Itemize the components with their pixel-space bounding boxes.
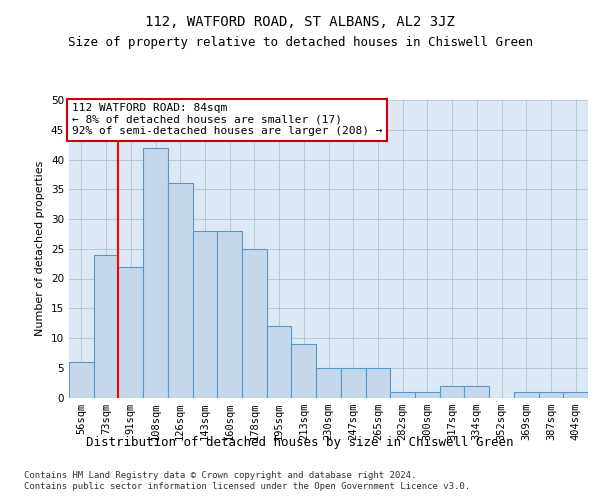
Bar bbox=[292, 344, 316, 398]
Bar bbox=[267, 326, 292, 398]
Bar bbox=[118, 266, 143, 398]
Bar bbox=[316, 368, 341, 398]
Bar bbox=[341, 368, 365, 398]
Bar bbox=[242, 249, 267, 398]
Bar bbox=[514, 392, 539, 398]
Bar bbox=[415, 392, 440, 398]
Bar bbox=[365, 368, 390, 398]
Bar bbox=[69, 362, 94, 398]
Bar bbox=[217, 231, 242, 398]
Bar bbox=[193, 231, 217, 398]
Bar bbox=[563, 392, 588, 398]
Text: Contains HM Land Registry data © Crown copyright and database right 2024.
Contai: Contains HM Land Registry data © Crown c… bbox=[24, 472, 470, 490]
Bar bbox=[168, 184, 193, 398]
Bar bbox=[539, 392, 563, 398]
Text: Distribution of detached houses by size in Chiswell Green: Distribution of detached houses by size … bbox=[86, 436, 514, 449]
Bar bbox=[143, 148, 168, 398]
Text: 112, WATFORD ROAD, ST ALBANS, AL2 3JZ: 112, WATFORD ROAD, ST ALBANS, AL2 3JZ bbox=[145, 16, 455, 30]
Y-axis label: Number of detached properties: Number of detached properties bbox=[35, 161, 46, 336]
Text: Size of property relative to detached houses in Chiswell Green: Size of property relative to detached ho… bbox=[67, 36, 533, 49]
Bar bbox=[440, 386, 464, 398]
Bar bbox=[464, 386, 489, 398]
Bar bbox=[94, 254, 118, 398]
Bar bbox=[390, 392, 415, 398]
Text: 112 WATFORD ROAD: 84sqm
← 8% of detached houses are smaller (17)
92% of semi-det: 112 WATFORD ROAD: 84sqm ← 8% of detached… bbox=[71, 103, 382, 136]
